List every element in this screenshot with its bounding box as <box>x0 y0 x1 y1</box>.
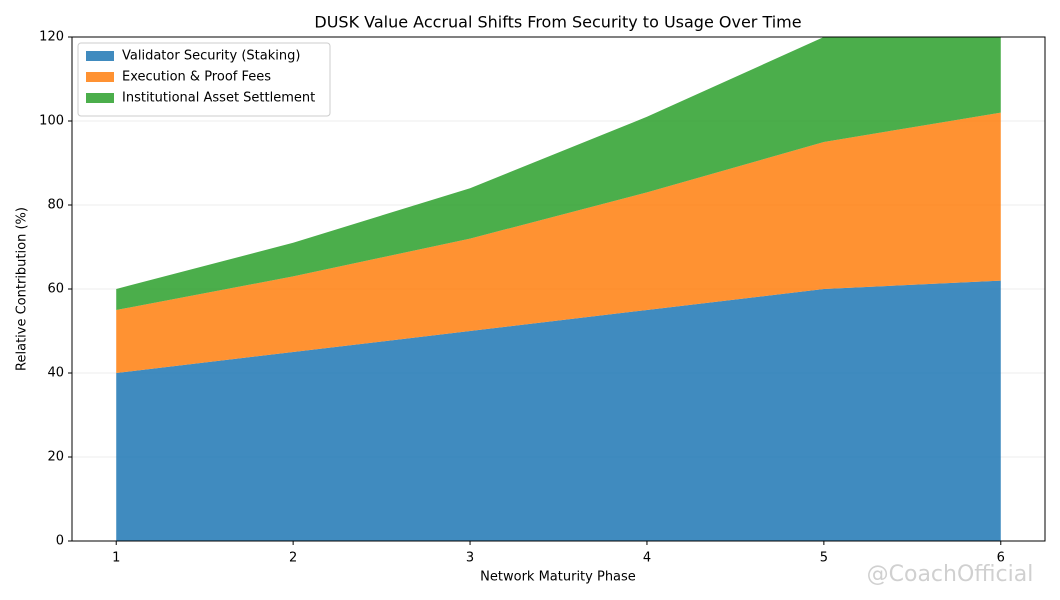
legend-swatch <box>86 51 114 61</box>
legend: Validator Security (Staking) Execution & … <box>77 42 331 117</box>
x-tick-label: 2 <box>289 551 297 566</box>
legend-label: Validator Security (Staking) <box>122 49 300 64</box>
y-tick-label: 80 <box>47 198 64 213</box>
x-tick-label: 5 <box>820 551 828 566</box>
x-tick-label: 3 <box>466 551 474 566</box>
x-axis-label: Network Maturity Phase <box>480 570 636 585</box>
area <box>116 112 1001 373</box>
legend-swatch <box>86 93 114 103</box>
legend-swatch <box>86 72 114 82</box>
y-tick-label: 40 <box>47 366 64 381</box>
y-tick-label: 60 <box>47 282 64 297</box>
watermark: @CoachOfficial <box>867 562 1034 587</box>
x-tick-label: 4 <box>643 551 651 566</box>
legend-label: Institutional Asset Settlement <box>122 91 315 106</box>
area <box>116 37 1001 310</box>
y-tick-label: 120 <box>39 30 64 45</box>
x-tick-label: 1 <box>112 551 120 566</box>
y-axis-label: Relative Contribution (%) <box>15 207 30 371</box>
y-tick-label: 0 <box>56 534 64 549</box>
chart-title: DUSK Value Accrual Shifts From Security … <box>314 13 801 32</box>
area <box>116 280 1001 541</box>
y-tick-label: 20 <box>47 450 64 465</box>
x-tick-label: 6 <box>997 551 1005 566</box>
legend-box <box>77 42 331 117</box>
legend-label: Execution & Proof Fees <box>122 70 271 85</box>
plot-area <box>116 37 1001 541</box>
y-tick-label: 100 <box>39 114 64 129</box>
